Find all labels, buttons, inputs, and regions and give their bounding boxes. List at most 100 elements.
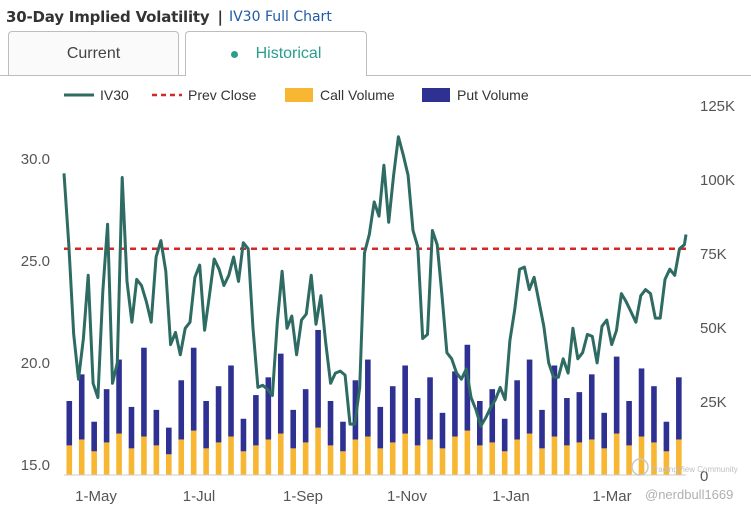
call-volume-bar	[128, 448, 135, 475]
y-left-tick-label: 20.0	[21, 355, 50, 372]
put-volume-bar	[153, 409, 160, 446]
call-volume-bar	[414, 445, 421, 475]
call-volume-bar	[551, 436, 558, 475]
community-badge: TradingView Community	[631, 458, 738, 476]
legend-call-volume-swatch	[285, 88, 313, 102]
iv30-full-chart-link[interactable]: IV30 Full Chart	[228, 9, 332, 25]
tab-current[interactable]: Current	[8, 31, 179, 75]
legend-prev-close-label: Prev Close	[188, 87, 257, 103]
iv30-chart: 15.0 20.0 25.0 30.0 0 25K 50K 75K 100K 125K 1-Ma…	[21, 87, 738, 505]
call-volume-bar	[78, 439, 85, 475]
tab-historical[interactable]: Historical	[185, 31, 367, 76]
put-volume-bar	[240, 418, 247, 452]
call-volume-bar	[477, 445, 483, 475]
put-volume-bar	[501, 418, 508, 452]
put-volume-bar	[128, 406, 135, 449]
x-tick-label: 1-Jan	[492, 488, 530, 505]
call-volume-bar	[302, 442, 309, 475]
y-left-tick-label: 15.0	[21, 457, 50, 474]
y-right-tick-label: 50K	[700, 320, 727, 337]
legend-put-volume-label: Put Volume	[457, 87, 529, 103]
volume-bars	[66, 329, 682, 475]
call-volume-bar	[116, 433, 122, 475]
call-volume-bar	[613, 433, 620, 475]
put-volume-bar	[277, 353, 284, 434]
call-volume-bar	[253, 445, 259, 475]
put-volume-bar	[327, 401, 334, 446]
call-volume-bar	[539, 448, 545, 475]
active-dot-icon	[230, 50, 238, 58]
y-right-tick-label: 125K	[700, 98, 735, 115]
put-volume-bar	[551, 365, 558, 437]
put-volume-bar	[464, 344, 471, 431]
put-volume-bar	[427, 377, 433, 440]
call-volume-bar	[66, 445, 73, 475]
call-volume-bar	[166, 454, 172, 475]
put-volume-bar	[141, 347, 147, 437]
call-volume-bar	[153, 445, 160, 475]
call-volume-bar	[439, 448, 446, 475]
put-volume-bar	[302, 389, 309, 443]
put-volume-bar	[190, 347, 197, 431]
call-volume-bar	[601, 448, 608, 475]
put-volume-bar	[91, 421, 97, 452]
call-volume-bar	[290, 448, 297, 475]
call-volume-bar	[203, 448, 209, 475]
put-volume-bar	[402, 365, 408, 434]
watermark: @nerdbull1669	[645, 487, 733, 502]
put-volume-bar	[66, 401, 73, 446]
put-volume-bar	[452, 371, 458, 437]
tab-current-label: Current	[66, 44, 121, 62]
x-tick-label: 1-Nov	[387, 488, 428, 505]
call-volume-bar	[638, 436, 645, 475]
call-volume-bar	[365, 436, 371, 475]
call-volume-bar	[514, 439, 520, 475]
call-volume-bar	[178, 439, 185, 475]
tab-historical-label: Historical	[255, 45, 322, 62]
put-volume-bar	[203, 401, 209, 449]
put-volume-bar	[389, 386, 396, 443]
x-tick-label: 1-May	[75, 488, 117, 505]
y-left-tick-label: 30.0	[21, 151, 50, 168]
put-volume-bar	[489, 389, 496, 443]
call-volume-bar	[564, 445, 570, 475]
x-tick-label: 1-Jul	[183, 488, 216, 505]
call-volume-bar	[576, 442, 583, 475]
tab-bar: Current Historical	[0, 31, 751, 76]
call-volume-bar	[402, 433, 408, 475]
call-volume-bar	[626, 445, 632, 475]
put-volume-bar	[613, 356, 620, 434]
put-volume-bar	[215, 386, 222, 443]
put-volume-bar	[103, 389, 110, 443]
call-volume-bar	[277, 433, 284, 475]
call-volume-bar	[676, 439, 682, 475]
page-title: 30-Day Implied Volatility	[6, 8, 210, 26]
community-badge-text: TradingView Community	[651, 465, 738, 474]
put-volume-bar	[588, 374, 595, 440]
put-volume-bar	[601, 412, 608, 449]
call-volume-bar	[190, 430, 197, 475]
put-volume-bar	[626, 401, 632, 446]
put-volume-bar	[228, 365, 234, 437]
call-volume-bar	[215, 442, 222, 475]
call-volume-bar	[240, 451, 247, 475]
y-right-tick-label: 75K	[700, 246, 727, 263]
y-axis-left: 15.0 20.0 25.0 30.0	[21, 151, 50, 474]
call-volume-bar	[141, 436, 147, 475]
put-volume-bar	[116, 359, 122, 434]
put-volume-bar	[439, 412, 446, 449]
community-badge-icon	[631, 458, 649, 476]
legend-iv30-label: IV30	[100, 87, 129, 103]
x-axis-ticks: 1-May 1-Jul 1-Sep 1-Nov 1-Jan 1-Mar	[75, 488, 631, 505]
put-volume-bar	[265, 377, 272, 440]
iv30-line	[62, 135, 688, 428]
call-volume-bar	[452, 436, 458, 475]
put-volume-bar	[576, 392, 583, 443]
call-volume-bar	[526, 433, 533, 475]
title-separator: |	[217, 8, 223, 26]
y-left-tick-label: 25.0	[21, 253, 50, 270]
put-volume-bar	[340, 421, 346, 452]
put-volume-bar	[564, 398, 570, 446]
put-volume-bar	[526, 359, 533, 434]
put-volume-bar	[676, 377, 682, 440]
